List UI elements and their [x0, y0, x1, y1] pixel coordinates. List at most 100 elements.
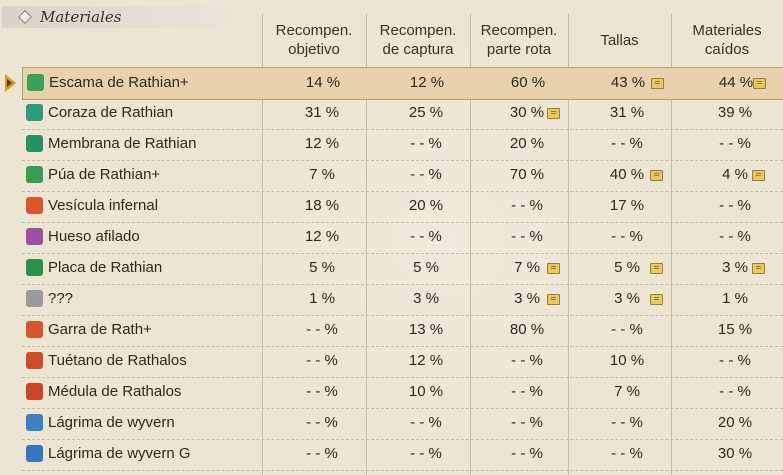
rate-cell: 3 % — [514, 290, 540, 307]
unknown-item-icon — [26, 290, 43, 307]
note-icon — [752, 263, 765, 274]
rate-cell: - - % — [511, 445, 543, 462]
table-row[interactable]: ??? 1 % 3 % 3 % 3 % 1 % — [22, 284, 783, 316]
note-icon — [651, 78, 664, 89]
column-divider — [262, 14, 263, 475]
material-name: Escama de Rathian+ — [49, 74, 189, 91]
note-icon — [547, 294, 560, 305]
column-divider — [470, 14, 471, 475]
rate-cell: 1 % — [722, 290, 748, 307]
rate-cell: - - % — [719, 228, 751, 245]
note-icon — [752, 170, 765, 181]
rate-cell: - - % — [306, 414, 338, 431]
material-name: Garra de Rath+ — [48, 321, 152, 338]
rate-cell: - - % — [306, 383, 338, 400]
table-row[interactable]: Lágrima de wyvern G - - % - - % - - % - - % 3… — [22, 439, 783, 471]
rate-cell: 80 % — [509, 321, 545, 338]
material-name: Vesícula infernal — [48, 197, 159, 214]
column-header-objetivo: Recompen. objetivo — [275, 22, 353, 58]
blue-tear-icon — [26, 414, 43, 431]
rate-cell: 12 % — [408, 352, 444, 369]
table-row[interactable]: Escama de Rathian+ 14 % 12 % 60 % 43 % 44 % — [22, 67, 783, 100]
table-row[interactable]: Lágrima de wyvern - - % - - % - - % - - % 20 … — [22, 408, 783, 440]
red-claw-icon — [26, 321, 43, 338]
material-name: Coraza de Rathian — [48, 104, 174, 121]
rate-cell: - - % — [611, 414, 643, 431]
rate-cell: 31 % — [304, 104, 340, 121]
column-divider — [671, 14, 672, 475]
rate-cell: - - % — [511, 197, 543, 214]
rate-cell: - - % — [719, 352, 751, 369]
rate-cell: 31 % — [609, 104, 645, 121]
rate-cell: 12 % — [409, 74, 445, 91]
material-name: Lágrima de wyvern — [48, 414, 175, 431]
table-row[interactable]: Placa de Rathian 5 % 5 % 7 % 5 % 3 % — [22, 253, 783, 285]
rate-cell: 1 % — [309, 290, 335, 307]
diamond-icon — [17, 9, 33, 25]
note-icon — [753, 78, 766, 89]
rate-cell: 20 % — [717, 414, 753, 431]
rate-cell: - - % — [611, 321, 643, 338]
rate-cell: 18 % — [304, 197, 340, 214]
section-title: Materiales — [40, 8, 122, 26]
table-row[interactable]: Médula de Rathalos - - % 10 % - - % 7 % - - % — [22, 377, 783, 409]
rate-cell: 12 % — [304, 228, 340, 245]
rate-cell: 17 % — [609, 197, 645, 214]
rate-cell: 25 % — [408, 104, 444, 121]
rate-cell: 60 % — [510, 74, 546, 91]
column-divider — [568, 14, 569, 475]
rate-cell: 30 % — [717, 445, 753, 462]
rate-cell: 20 % — [509, 135, 545, 152]
rate-cell: 43 % — [610, 74, 646, 91]
column-header-tallas: Tallas — [600, 31, 639, 49]
section-header: Materiales — [2, 6, 240, 28]
table-row[interactable]: Tuétano de Rathalos - - % 12 % - - % 10 % - -… — [22, 346, 783, 378]
rate-cell: - - % — [511, 414, 543, 431]
material-name: Membrana de Rathian — [48, 135, 197, 152]
table-row[interactable]: Vesícula infernal 18 % 20 % - - % 17 % - - % — [22, 191, 783, 223]
material-name: Hueso afilado — [48, 228, 140, 245]
rate-cell: - - % — [410, 228, 442, 245]
green-plate-icon — [26, 259, 43, 276]
column-divider — [366, 14, 367, 475]
note-icon — [650, 170, 663, 181]
rate-cell: - - % — [719, 197, 751, 214]
table-row[interactable]: Hueso afilado 12 % - - % - - % - - % - - % — [22, 222, 783, 254]
rate-cell: 14 % — [305, 74, 341, 91]
rate-cell: 3 % — [614, 290, 640, 307]
table-row[interactable]: Membrana de Rathian 12 % - - % 20 % - - % - -… — [22, 129, 783, 161]
green-spike-icon — [26, 166, 43, 183]
rate-cell: 15 % — [717, 321, 753, 338]
green-carapace-icon — [26, 104, 43, 121]
material-name: Tuétano de Rathalos — [48, 352, 187, 369]
rate-cell: - - % — [611, 445, 643, 462]
table-row[interactable]: Púa de Rathian+ 7 % - - % 70 % 40 % 4 % — [22, 160, 783, 192]
rate-cell: 39 % — [717, 104, 753, 121]
rate-cell: - - % — [511, 228, 543, 245]
red-sac-icon — [26, 197, 43, 214]
rate-cell: 7 % — [614, 383, 640, 400]
green-wing-icon — [26, 135, 43, 152]
material-name: Médula de Rathalos — [48, 383, 182, 400]
rate-cell: 7 % — [309, 166, 335, 183]
rate-cell: - - % — [306, 352, 338, 369]
red-marrow-icon — [26, 352, 43, 369]
rate-cell: - - % — [410, 414, 442, 431]
column-header-caidos: Materiales caídos — [692, 22, 762, 58]
red-medulla-icon — [26, 383, 43, 400]
table-row[interactable]: Garra de Rath+ - - % 13 % 80 % - - % 15 % — [22, 315, 783, 347]
material-name: Púa de Rathian+ — [48, 166, 161, 183]
note-icon — [547, 263, 560, 274]
table-row[interactable]: Coraza de Rathian 31 % 25 % 30 % 31 % 39 % — [22, 98, 783, 130]
rate-cell: - - % — [410, 166, 442, 183]
rate-cell: - - % — [511, 352, 543, 369]
material-name: Placa de Rathian — [48, 259, 163, 276]
rate-cell: 3 % — [413, 290, 439, 307]
column-header-parte-rota: Recompen. parte rota — [480, 22, 558, 58]
rate-cell: - - % — [611, 228, 643, 245]
rate-cell: 13 % — [408, 321, 444, 338]
rate-cell: - - % — [511, 383, 543, 400]
rate-cell: 70 % — [509, 166, 545, 183]
material-name: Lágrima de wyvern G — [48, 445, 191, 462]
material-name: ??? — [48, 290, 74, 307]
